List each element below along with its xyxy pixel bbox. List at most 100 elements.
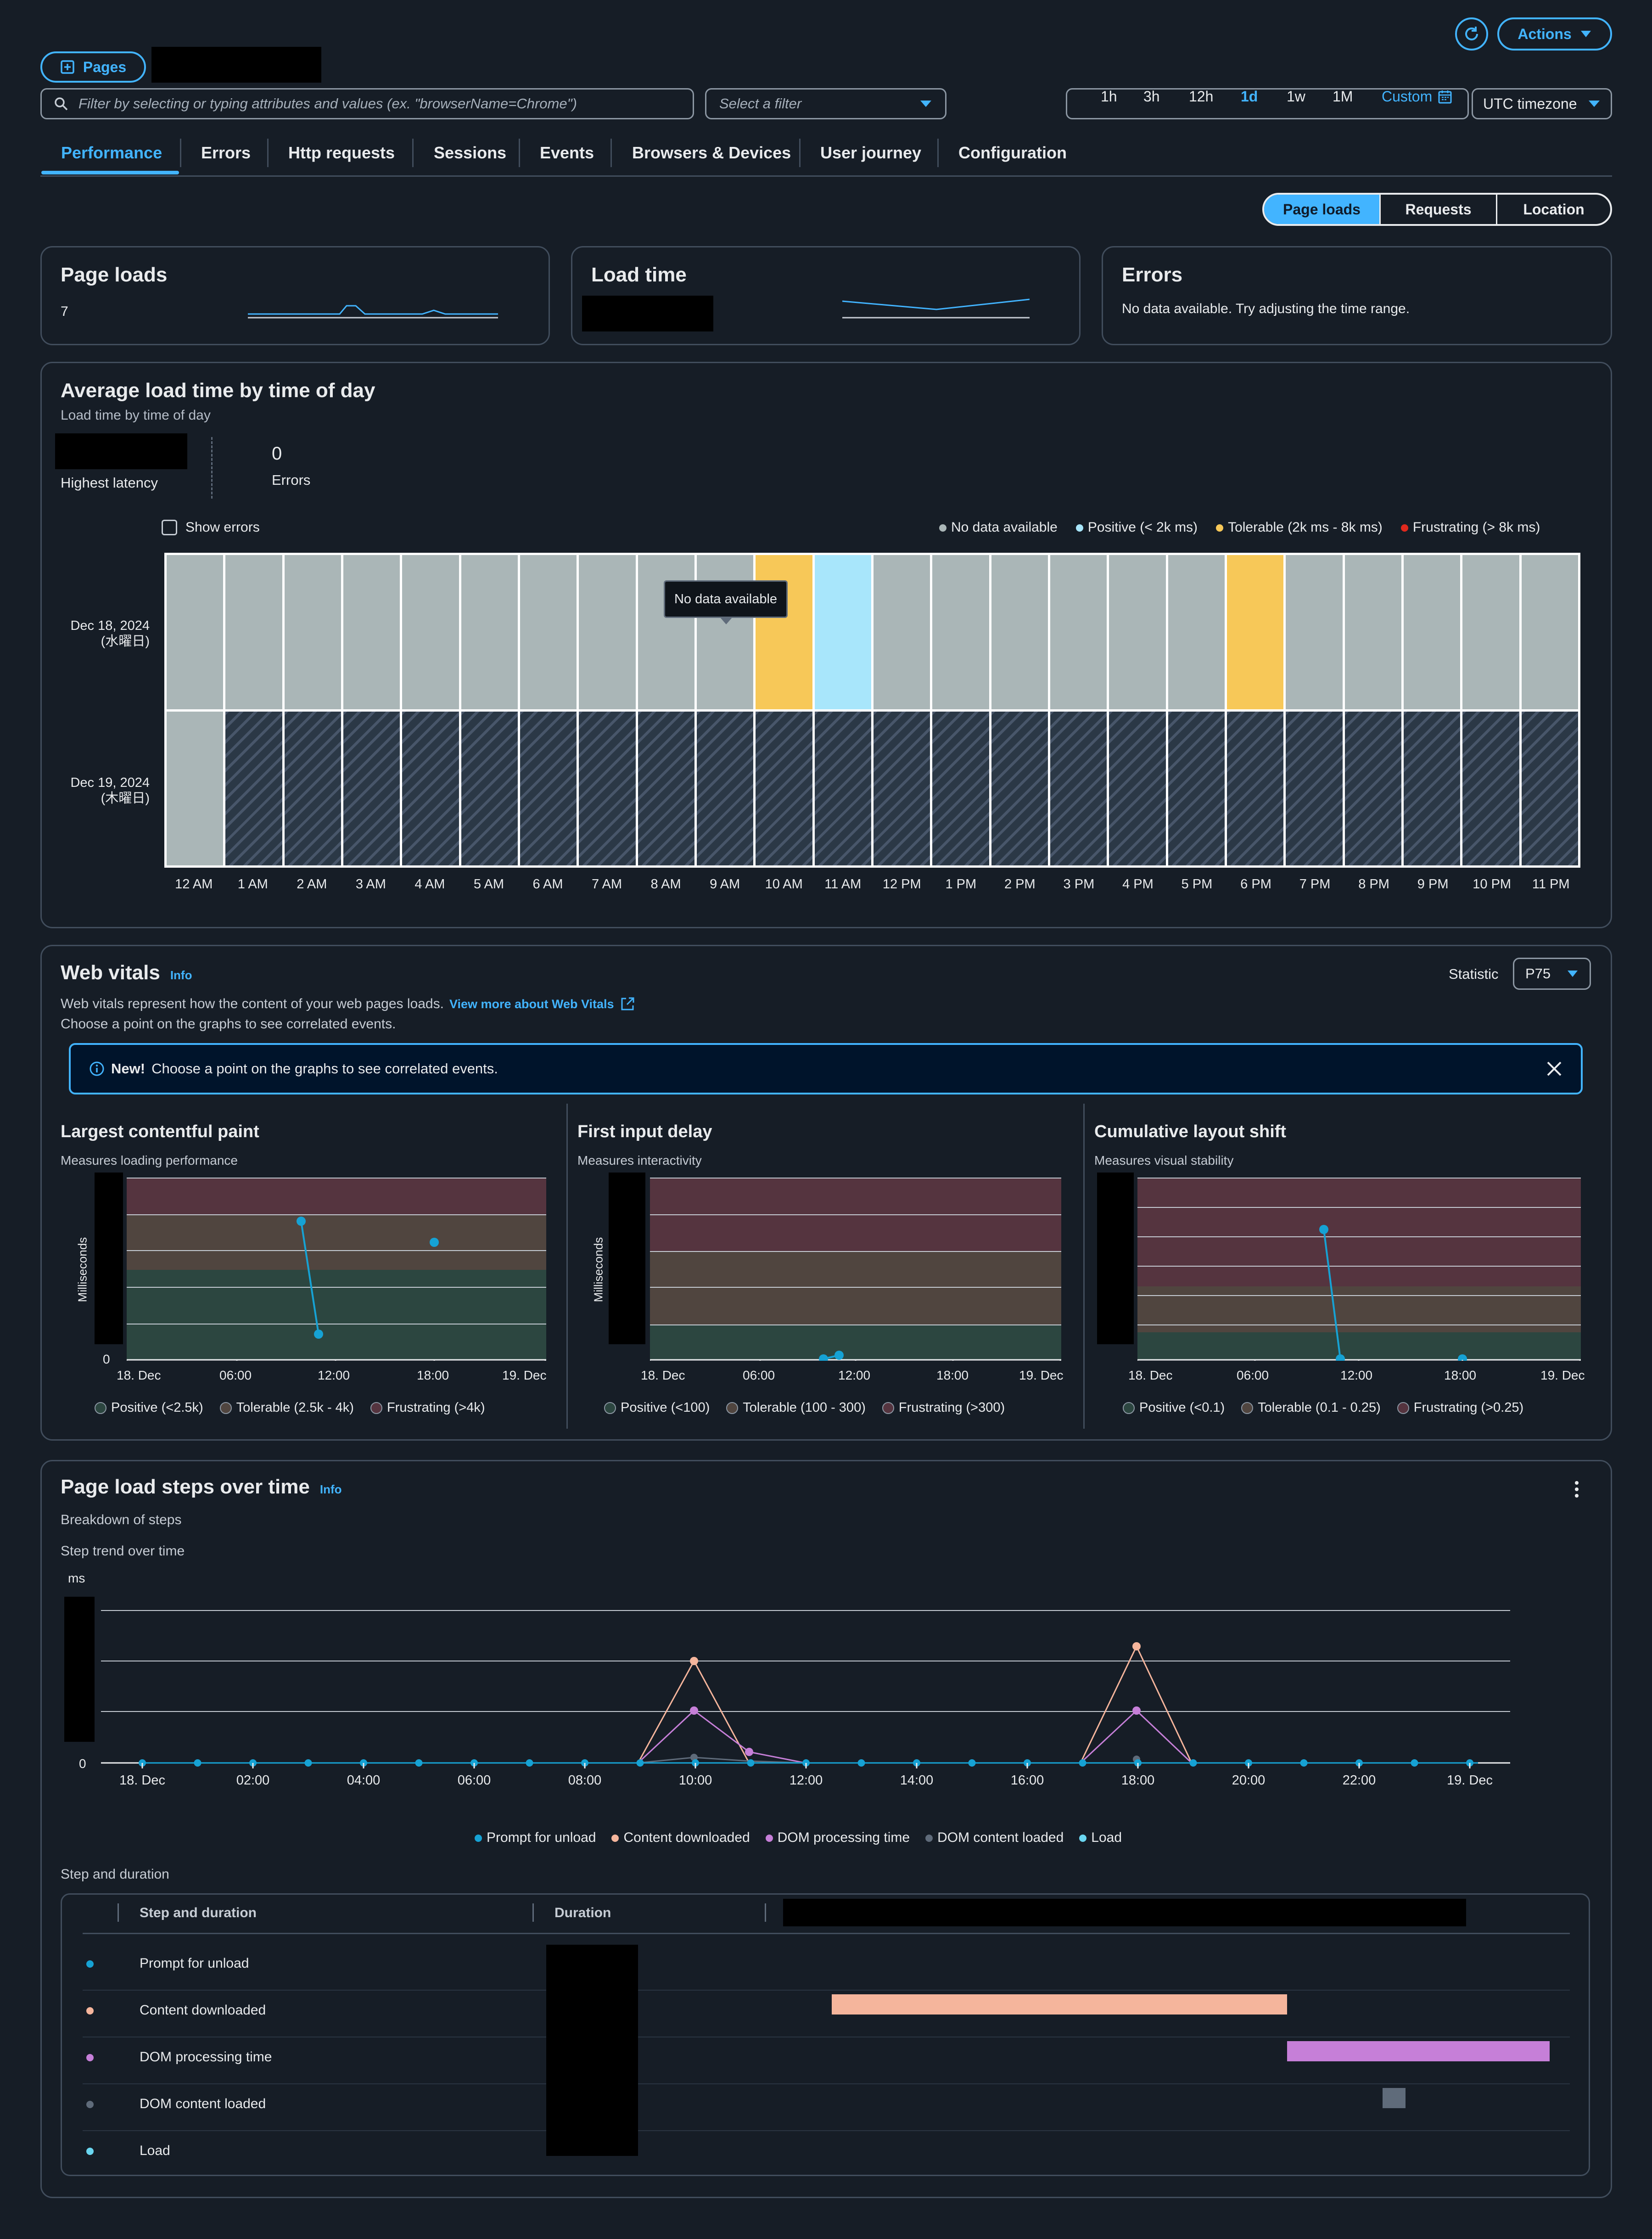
heatmap-cell[interactable]	[932, 711, 989, 865]
load-step-point[interactable]	[1411, 1759, 1418, 1767]
table-row[interactable]: Prompt for unload	[83, 1944, 1570, 1991]
heatmap-cell[interactable]	[402, 711, 459, 865]
heatmap-cell[interactable]	[343, 711, 400, 865]
table-row[interactable]: Load	[83, 2131, 1570, 2178]
timezone-select[interactable]: UTC timezone	[1472, 88, 1612, 119]
heatmap-cell[interactable]	[579, 555, 636, 709]
toggle-requests[interactable]: Requests	[1381, 195, 1497, 224]
table-row[interactable]: DOM processing time	[83, 2037, 1570, 2084]
table-row[interactable]: DOM content loaded	[83, 2084, 1570, 2131]
load-step-point[interactable]	[1079, 1759, 1086, 1767]
range-3h[interactable]: 3h	[1143, 88, 1160, 105]
heatmap-cell[interactable]	[1521, 555, 1578, 709]
heatmap-cell[interactable]	[225, 555, 282, 709]
tab-user-journey[interactable]: User journey	[820, 143, 922, 162]
tab-configuration[interactable]: Configuration	[958, 143, 1067, 162]
heatmap-cell[interactable]	[756, 555, 812, 709]
heatmap-cell[interactable]	[461, 711, 518, 865]
load-step-point[interactable]	[968, 1759, 976, 1767]
heatmap-cell[interactable]	[461, 555, 518, 709]
heatmap-cell[interactable]	[814, 555, 871, 709]
heatmap-cell[interactable]	[520, 711, 577, 865]
load-step-point[interactable]	[526, 1759, 533, 1767]
heatmap-cell[interactable]	[1286, 711, 1343, 865]
toggle-page-loads[interactable]: Page loads	[1264, 195, 1381, 224]
range-1h[interactable]: 1h	[1101, 88, 1117, 105]
heatmap-cell[interactable]	[1286, 555, 1343, 709]
heatmap-cell[interactable]	[167, 555, 224, 709]
heatmap-cell[interactable]	[167, 711, 224, 865]
external-link-icon[interactable]	[620, 996, 635, 1012]
heatmap-cell[interactable]	[284, 555, 341, 709]
load-step-point[interactable]	[1300, 1759, 1308, 1767]
close-icon[interactable]	[1546, 1061, 1562, 1077]
heatmap-cell[interactable]	[520, 555, 577, 709]
heatmap-cell[interactable]	[579, 711, 636, 865]
load-step-point[interactable]	[194, 1759, 202, 1767]
heatmap-cell[interactable]	[932, 555, 989, 709]
heatmap-cell[interactable]	[991, 555, 1048, 709]
load-step-point[interactable]	[415, 1759, 423, 1767]
tab-errors[interactable]: Errors	[201, 143, 251, 162]
heatmap-cell[interactable]	[991, 711, 1048, 865]
heatmap-cell[interactable]	[1227, 555, 1284, 709]
heatmap-cell[interactable]	[1462, 711, 1519, 865]
tab-performance[interactable]: Performance	[61, 143, 162, 162]
load-step-point[interactable]	[304, 1759, 312, 1767]
heatmap-cell[interactable]	[1168, 555, 1225, 709]
filter-select[interactable]: Select a filter	[705, 88, 946, 119]
heatmap-cell[interactable]	[1521, 711, 1578, 865]
heatmap-cell[interactable]	[1227, 711, 1284, 865]
range-12h[interactable]: 12h	[1189, 88, 1214, 105]
heatmap-cell[interactable]	[697, 555, 754, 709]
heatmap-cell[interactable]	[284, 711, 341, 865]
steps-info-link[interactable]: Info	[319, 1482, 342, 1496]
load-step-point[interactable]	[747, 1759, 755, 1767]
caret-down-icon	[1589, 101, 1600, 107]
heatmap-cell[interactable]	[1344, 555, 1401, 709]
heatmap-cell[interactable]	[1109, 711, 1166, 865]
web-vitals-more-link[interactable]: View more about Web Vitals	[449, 997, 614, 1011]
tab-http-requests[interactable]: Http requests	[288, 143, 395, 162]
heatmap-cell[interactable]	[756, 711, 812, 865]
load-step-point[interactable]	[1189, 1759, 1197, 1767]
actions-button[interactable]: Actions	[1497, 17, 1612, 51]
heatmap-cell[interactable]	[638, 555, 694, 709]
heatmap-cell[interactable]	[1404, 711, 1461, 865]
web-vitals-info-link[interactable]: Info	[170, 968, 192, 982]
hour-label: 1 PM	[945, 877, 977, 892]
heatmap-cell[interactable]	[1404, 555, 1461, 709]
heatmap-cell[interactable]	[1050, 711, 1107, 865]
range-1m[interactable]: 1M	[1333, 88, 1353, 105]
toggle-location[interactable]: Location	[1523, 201, 1585, 218]
show-errors-checkbox[interactable]	[162, 520, 177, 535]
heatmap-cell[interactable]	[814, 711, 871, 865]
heatmap-cell[interactable]	[638, 711, 694, 865]
heatmap-cell[interactable]	[402, 555, 459, 709]
heatmap-cell[interactable]	[1168, 711, 1225, 865]
heatmap-cell[interactable]	[1344, 711, 1401, 865]
heatmap-cell[interactable]	[1462, 555, 1519, 709]
more-options-icon[interactable]	[1570, 1479, 1584, 1499]
heatmap-cell[interactable]	[697, 711, 754, 865]
tab-browsers-devices[interactable]: Browsers & Devices	[632, 143, 791, 162]
tab-sessions[interactable]: Sessions	[434, 143, 507, 162]
heatmap-cell[interactable]	[1109, 555, 1166, 709]
heatmap-cell[interactable]	[874, 555, 930, 709]
heatmap-cell[interactable]	[1050, 555, 1107, 709]
pages-button[interactable]: Pages	[40, 51, 146, 83]
heatmap-cell[interactable]	[225, 711, 282, 865]
range-custom[interactable]: Custom	[1382, 88, 1452, 105]
refresh-button[interactable]	[1455, 17, 1488, 51]
load-step-point[interactable]	[636, 1759, 644, 1767]
search-input[interactable]: Filter by selecting or typing attributes…	[40, 88, 694, 119]
statistic-select[interactable]: P75	[1513, 958, 1591, 990]
tab-events[interactable]: Events	[540, 143, 594, 162]
range-1w[interactable]: 1w	[1287, 88, 1305, 105]
range-1d[interactable]: 1d	[1241, 88, 1258, 105]
table-row[interactable]: Content downloaded	[83, 1991, 1570, 2037]
heatmap-cell[interactable]	[874, 711, 930, 865]
y-unit-label: ms	[68, 1571, 85, 1585]
heatmap-cell[interactable]	[343, 555, 400, 709]
load-step-point[interactable]	[857, 1759, 865, 1767]
